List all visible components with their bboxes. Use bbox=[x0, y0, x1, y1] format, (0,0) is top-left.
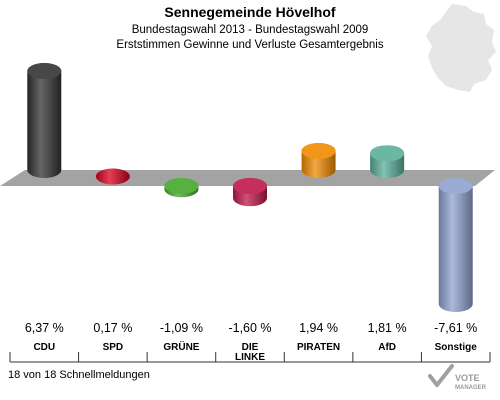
brand-line2: MANAGER bbox=[455, 385, 487, 391]
category-axis: CDU SPD GRÜNE DIE LINKE PIRATEN AfD Sonstige bbox=[9, 340, 491, 363]
check-icon bbox=[428, 364, 454, 387]
chart-subtitle-2: Erststimmen Gewinne und Verluste Gesamte… bbox=[116, 39, 383, 51]
bar-spd bbox=[95, 168, 130, 185]
bars bbox=[27, 63, 473, 312]
bar-grüne-cap bbox=[164, 178, 199, 194]
chart-title: Sennegemeinde Hövelhof bbox=[164, 4, 335, 20]
bar-cdu-cap bbox=[27, 63, 62, 79]
value-label-cdu: 6,37 % bbox=[25, 321, 64, 335]
category-label-sonstige: Sonstige bbox=[435, 342, 478, 353]
category-label-piraten: PIRATEN bbox=[297, 342, 340, 353]
bar-cdu bbox=[27, 63, 62, 178]
bar-piraten-cap bbox=[301, 142, 336, 159]
bar-afd-cap bbox=[370, 145, 405, 162]
chart-subtitle: Bundestagswahl 2013 - Bundestagswahl 200… bbox=[132, 24, 369, 36]
bar-sonstige-cap bbox=[438, 178, 473, 194]
value-label-piraten: 1,94 % bbox=[299, 321, 338, 335]
category-label-die-linke: DIE LINKE bbox=[235, 342, 265, 363]
germany-map-icon bbox=[426, 4, 496, 92]
value-label-grüne: -1,09 % bbox=[160, 321, 203, 335]
category-label-afd: AfD bbox=[378, 342, 396, 353]
category-label-spd: SPD bbox=[103, 342, 124, 353]
value-label-die-linke: -1,60 % bbox=[228, 321, 271, 335]
value-labels: 6,37 % 0,17 % -1,09 % -1,60 % 1,94 % 1,81 % -7… bbox=[25, 321, 477, 335]
category-label-cdu: CDU bbox=[33, 342, 55, 353]
value-label-sonstige: -7,61 % bbox=[434, 321, 477, 335]
category-label-grüne: GRÜNE bbox=[163, 340, 199, 353]
value-label-afd: 1,81 % bbox=[368, 321, 407, 335]
votemanager-logo: VOTE MANAGER bbox=[428, 364, 487, 391]
footer-note: 18 von 18 Schnellmeldungen bbox=[8, 369, 150, 381]
bar-sonstige bbox=[438, 178, 473, 312]
brand-line1: VOTE bbox=[455, 373, 480, 383]
bar-die-linke-cap bbox=[233, 178, 267, 194]
value-label-spd: 0,17 % bbox=[93, 321, 132, 335]
